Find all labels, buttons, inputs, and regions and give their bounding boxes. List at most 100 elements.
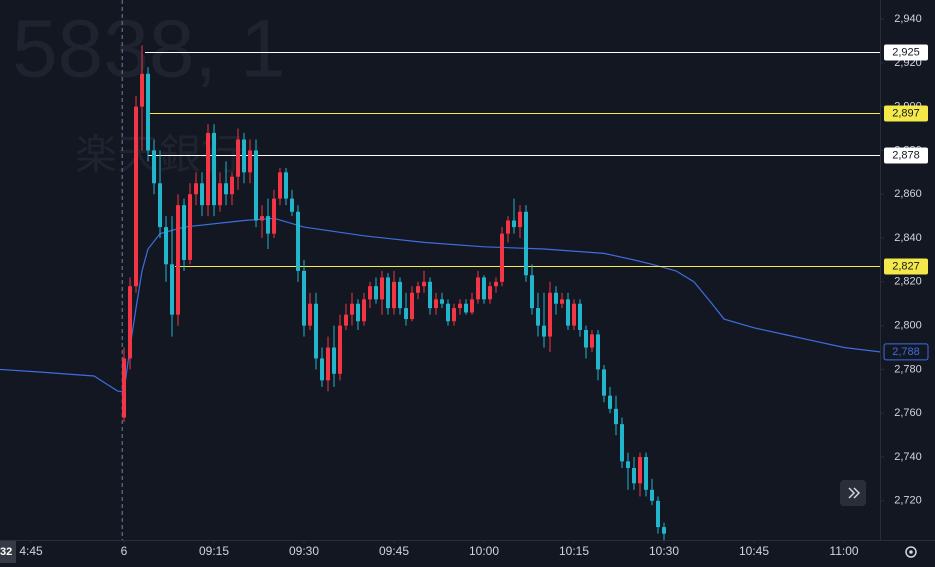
candle-body [152, 150, 157, 184]
x-tick-label: 09:15 [199, 544, 229, 558]
candle-body [212, 132, 217, 206]
settings-button[interactable] [905, 546, 917, 558]
candle-body [146, 73, 151, 151]
candle-body [578, 303, 583, 330]
candle-body [134, 106, 139, 287]
watermark-sub: 楽天銀行 [75, 131, 243, 178]
y-tick-label: 2,860 [894, 188, 922, 200]
candle-body [614, 408, 619, 425]
candle-body [512, 220, 517, 228]
level-label-box [884, 105, 928, 122]
x-tick-label: 09:30 [289, 544, 319, 558]
candle-body [128, 286, 133, 359]
candle-body [446, 303, 451, 322]
y-tick-label: 2,760 [894, 407, 922, 419]
candle-body [644, 457, 649, 490]
candle-body [140, 73, 145, 107]
candle-body [230, 176, 235, 195]
candle-body [308, 303, 313, 326]
candle-body [470, 299, 475, 313]
candle-body [590, 334, 595, 348]
candle-body [398, 281, 403, 309]
y-tick-label: 2,720 [894, 495, 922, 507]
candle-body [278, 172, 283, 199]
candle-body [476, 277, 481, 300]
candle-body [506, 220, 511, 234]
candle-body [482, 277, 487, 300]
scroll-icon [848, 487, 861, 499]
candle-body [626, 461, 631, 468]
x-tick-label: 10:30 [649, 544, 679, 558]
candle-body [182, 205, 187, 260]
candle-body [530, 275, 535, 309]
candle-body [494, 281, 499, 287]
candle-body [518, 211, 523, 228]
candle-body [500, 233, 505, 282]
candle-body [488, 286, 493, 300]
level-label-box [884, 258, 928, 275]
level-label: 2,878 [892, 149, 920, 161]
candle-body [326, 347, 331, 381]
candle-body [566, 299, 571, 326]
candle-body [260, 216, 265, 221]
candle-body [362, 299, 367, 322]
candle-body [314, 303, 319, 359]
crosshair-label-box [0, 541, 16, 563]
candle-body [422, 281, 427, 287]
x-tick-label: 09:45 [379, 544, 409, 558]
candle-body [524, 211, 529, 276]
vwap-label-box [883, 343, 929, 361]
x-tick-label: 10:45 [739, 544, 769, 558]
level-label-box [884, 44, 928, 61]
candle-body [548, 292, 553, 337]
candle-body [158, 183, 163, 228]
x-tick-label: 10:15 [559, 544, 589, 558]
candle-body [272, 198, 277, 234]
candle-body [386, 277, 391, 309]
vwap-label: 2,788 [892, 346, 920, 358]
candle-body [368, 286, 373, 300]
candle-body [662, 527, 667, 534]
x-tick-label: 11:00 [829, 544, 858, 558]
candle-body [284, 172, 289, 199]
x-tick-label: 6 [121, 544, 128, 558]
candle-body [188, 194, 193, 260]
candle-body [632, 467, 637, 484]
candle-body [338, 325, 343, 374]
candle-body [452, 308, 457, 322]
y-tick-label: 2,940 [894, 13, 922, 25]
candle-body [350, 303, 355, 315]
candle-body [572, 303, 577, 326]
candle-body [164, 227, 169, 265]
level-label: 2,827 [892, 260, 920, 272]
level-label: 2,897 [892, 107, 920, 119]
candle-body [356, 303, 361, 322]
candle-body [440, 299, 445, 304]
candle-body [248, 150, 253, 173]
candle-body [218, 183, 223, 206]
candle-body [290, 198, 295, 212]
candle-body [344, 314, 349, 326]
candle-body [236, 139, 241, 177]
candle-body [194, 183, 199, 195]
y-tick-label: 2,780 [894, 363, 922, 375]
candle-body [428, 281, 433, 309]
candle-body [224, 183, 229, 195]
candle-body [242, 139, 247, 173]
candle-body [542, 325, 547, 337]
candle-body [638, 457, 643, 484]
candle-body [320, 358, 325, 381]
y-tick-label: 2,800 [894, 320, 922, 332]
x-tick-label: 10:00 [469, 544, 499, 558]
settings-icon [909, 550, 913, 554]
candle-body [410, 292, 415, 320]
candle-body [302, 270, 307, 326]
y-tick-label: 2,820 [894, 276, 922, 288]
candle-body [296, 211, 301, 271]
candle-body [536, 308, 541, 326]
candle-body [374, 286, 379, 300]
candle-body [206, 132, 211, 206]
candle-body [416, 286, 421, 293]
y-tick-label: 2,740 [894, 451, 922, 463]
